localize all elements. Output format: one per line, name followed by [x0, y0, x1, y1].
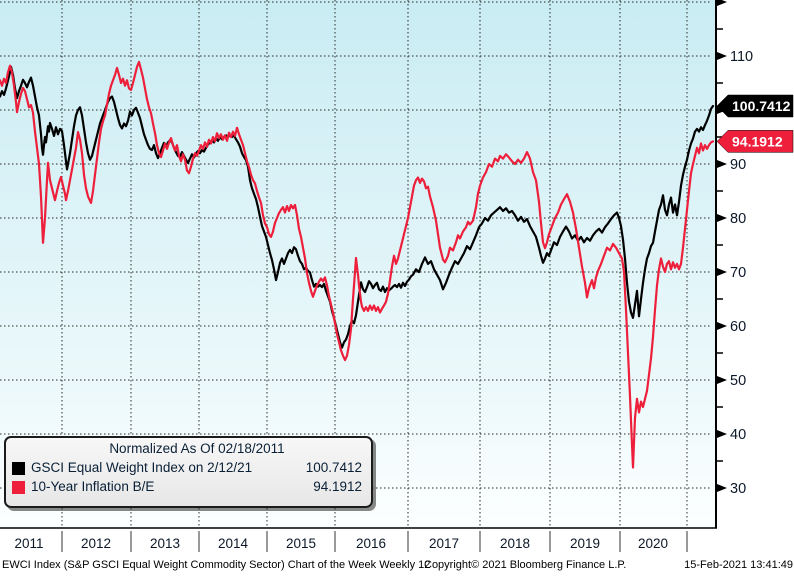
x-year-label: 2014	[218, 536, 249, 551]
y-tick-label: 80	[730, 211, 746, 227]
inflation-legend-label: 10-Year Inflation B/E	[31, 479, 155, 494]
gsci-legend-value: 100.7412	[305, 460, 362, 475]
legend-row-gsci: GSCI Equal Weight Index on 2/12/21 100.7…	[12, 460, 362, 476]
inflation-legend-value: 94.1912	[313, 479, 362, 494]
x-year-label: 2011	[14, 536, 43, 551]
chart-legend: Normalized As Of 02/18/2011 GSCI Equal W…	[4, 436, 373, 508]
inflation-price-badge	[716, 130, 794, 153]
x-year-label: 2020	[638, 536, 668, 551]
y-tick-arrow-icon	[717, 268, 727, 276]
series-lines	[0, 60, 715, 469]
footer-copyright: Copyright© 2021 Bloomberg Finance L.P.	[424, 559, 627, 571]
y-tick-arrow-icon	[717, 52, 727, 60]
y-tick-arrow-icon	[717, 322, 727, 330]
y-tick-arrow-icon	[717, 484, 727, 492]
y-tick-label: 40	[730, 427, 746, 443]
price-badge-label: 100.7412	[732, 98, 791, 114]
y-tick-label: 60	[730, 319, 746, 335]
gsci-legend-label: GSCI Equal Weight Index on 2/12/21	[31, 460, 253, 475]
y-tick-label: 110	[730, 49, 753, 65]
gsci-color-swatch-icon	[12, 461, 25, 475]
axes	[0, 0, 717, 529]
y-tick-label: 70	[730, 265, 746, 281]
y-tick-label: 50	[730, 373, 746, 389]
footer-security-description: EWCI Index (S&P GSCI Equal Weight Commod…	[2, 559, 431, 571]
gsci-price-badge	[716, 94, 794, 118]
x-year-label: 2018	[500, 536, 530, 551]
price-badge-label: 94.1912	[732, 133, 783, 149]
y-tick-label: 30	[730, 481, 746, 497]
x-year-label: 2016	[356, 536, 386, 551]
x-year-label: 2013	[150, 536, 180, 551]
y-tick-arrow-icon	[717, 160, 727, 168]
x-axis-year-labels: 2011 2012 2013 2014 2015 2016 2017 2018 2019 2020	[14, 531, 688, 552]
x-year-label: 2017	[429, 536, 459, 551]
y-axis-tick-labels: 30405060708090100110	[716, 0, 754, 497]
y-tick-arrow-icon	[717, 214, 727, 222]
footer-bar: EWCI Index (S&P GSCI Equal Weight Commod…	[0, 557, 794, 575]
y-tick-label: 90	[730, 157, 746, 173]
last-price-badges: 100.7412 94.1912	[716, 94, 794, 153]
inflation-breakeven-line	[0, 60, 715, 469]
gsci-index-line	[0, 65, 715, 349]
y-tick-arrow-icon	[717, 376, 727, 384]
y-tick-arrow-icon	[717, 430, 727, 438]
footer-timestamp: 15-Feb-2021 13:41:49	[684, 559, 793, 571]
inflation-color-swatch-icon	[12, 480, 25, 494]
x-year-label: 2015	[286, 536, 316, 551]
legend-title: Normalized As Of 02/18/2011	[109, 441, 285, 456]
y-tick-arrow-icon	[717, 0, 727, 6]
x-year-label: 2012	[81, 536, 111, 551]
legend-row-inflation: 10-Year Inflation B/E 94.1912	[12, 479, 362, 495]
x-year-label: 2019	[570, 536, 600, 551]
